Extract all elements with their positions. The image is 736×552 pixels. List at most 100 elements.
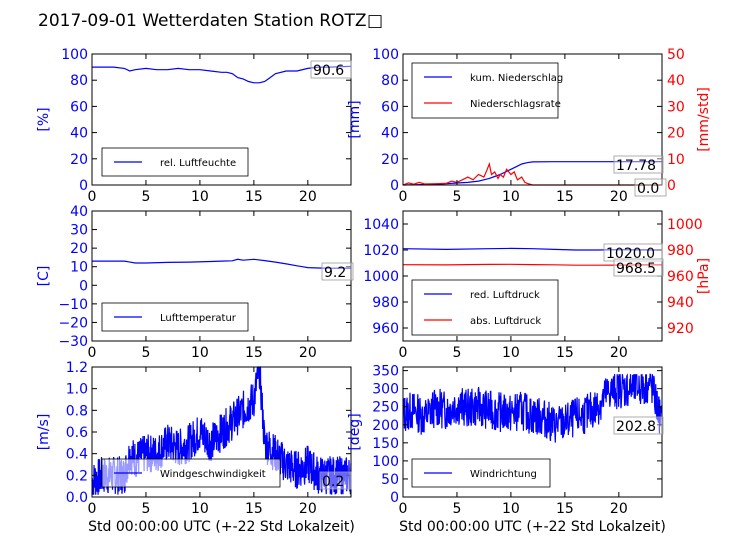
y-tick-label: 1020 [363,243,399,259]
y-tick-label: 150 [372,436,399,452]
plot-frame [91,210,352,342]
y2-tick-label: 960 [667,269,694,285]
y-tick-label: 40 [70,126,88,142]
value-annotation-box [634,178,667,197]
y-tick-label: 1040 [363,217,399,233]
y-tick-label: 0.0 [66,490,88,506]
x-tick-label: 20 [299,501,317,517]
legend-entry: Lufttemperatur [160,313,237,324]
y-tick-label: 960 [372,321,399,337]
y-tick-label: 0.4 [66,447,88,463]
value-annotation-box [613,258,664,277]
y-axis-label: [m/s] [36,414,52,451]
y-axis-label: [deg] [347,413,363,450]
legend-entry: red. Luftdruck [470,290,540,301]
y-axis-label: [mm] [347,100,363,138]
chart-humidity: 0 5 10 15 20 0 20 40 60 80 100 [%] rel. Luftfeuchte 9… [36,47,352,205]
x-tick-label: 20 [610,501,628,517]
value-annotation-box [613,155,664,174]
y-tick-label: 40 [70,204,88,220]
value-annotation-box [319,471,352,490]
x-tick-label: 10 [191,189,209,205]
y-tick-label: 0.2 [66,468,88,484]
y-tick-label: 80 [381,73,399,89]
legend-box [411,279,559,336]
series-line [402,263,662,266]
y-tick-label: 100 [372,454,399,470]
value-annotation: 1020.0 [606,246,655,262]
value-annotation: 0.2 [322,474,344,490]
y-tick-label: −10 [58,297,88,313]
y2-tick-label: 50 [667,47,685,63]
value-annotation: 17.78 [616,158,656,174]
y-tick-label: 0 [79,278,88,294]
series-line [402,247,663,251]
y-tick-label: 0.8 [66,403,88,419]
y-tick-label: 60 [70,99,88,115]
y-tick-label: 0 [390,490,399,506]
series-line [92,258,351,269]
y-tick-label: 10 [70,260,88,276]
x-tick-label: 0 [88,345,97,361]
figure-title: 2017-09-01 Wetterdaten Station ROTZ [38,11,367,31]
legend-entry: Windrichtung [470,469,537,480]
plot-frame [402,366,663,498]
x-tick-label: 10 [502,345,520,361]
x-tick-label: 5 [452,501,461,517]
y2-tick-label: 920 [667,321,694,337]
x-tick-label: 0 [88,189,97,205]
x-tick-label: 10 [191,345,209,361]
legend-entry: kum. Niederschlag [470,73,563,84]
value-annotation: 968.5 [616,261,656,277]
x-tick-label: 0 [399,501,408,517]
y2-tick-label: 10 [667,152,685,168]
y2-tick-label: 40 [667,73,685,89]
y-tick-label: 100 [61,47,88,63]
y-tick-label: 300 [372,382,399,398]
x-tick-label: 20 [299,189,317,205]
value-annotation-box [613,416,664,435]
y-tick-label: 0 [390,178,399,194]
legend-entry: Niederschlagsrate [470,99,561,110]
x-axis-label: Std 00:00:00 UTC (+-22 Std Lokalzeit) [88,519,355,535]
y-tick-label: 200 [372,418,399,434]
x-tick-label: 10 [502,189,520,205]
y2-tick-label: 940 [667,295,694,311]
legend-entry: abs. Luftdruck [470,316,541,327]
value-annotation-box [310,60,352,79]
y2-tick-label: 1000 [667,217,703,233]
title-missing-glyph: □ [367,11,383,31]
y2-axis-label: [hPa] [696,258,712,294]
x-tick-label: 5 [141,189,150,205]
y-tick-label: 40 [381,126,399,142]
x-tick-label: 5 [452,189,461,205]
x-tick-label: 15 [245,189,263,205]
series-line [402,161,662,186]
y-tick-label: 1000 [363,269,399,285]
x-tick-label: 15 [556,345,574,361]
x-tick-label: 5 [141,345,150,361]
y2-axis-label: [mm/std] [696,87,712,152]
y-tick-label: 1.0 [66,382,88,398]
y-tick-label: 60 [381,99,399,115]
x-tick-label: 15 [245,501,263,517]
y2-tick-label: 980 [667,243,694,259]
series-line [92,65,352,84]
x-tick-label: 10 [191,501,209,517]
x-tick-label: 5 [452,345,461,361]
x-axis-label: Std 00:00:00 UTC (+-22 Std Lokalzeit) [399,519,666,535]
y2-tick-label: 20 [667,126,685,142]
chart-wind: 0 5 10 15 20 0.0 0.2 0.4 0.6 0.8 1.0 1.2 [m/s] Std 00… [36,360,355,535]
y2-tick-label: 0 [667,178,676,194]
y-tick-label: 250 [372,400,399,416]
x-tick-label: 0 [399,345,408,361]
x-tick-label: 15 [556,501,574,517]
value-annotation: 90.6 [313,63,344,79]
plot-frame [91,53,352,186]
x-tick-label: 0 [399,189,408,205]
value-annotation: 202.8 [616,419,656,435]
x-tick-label: 15 [556,189,574,205]
